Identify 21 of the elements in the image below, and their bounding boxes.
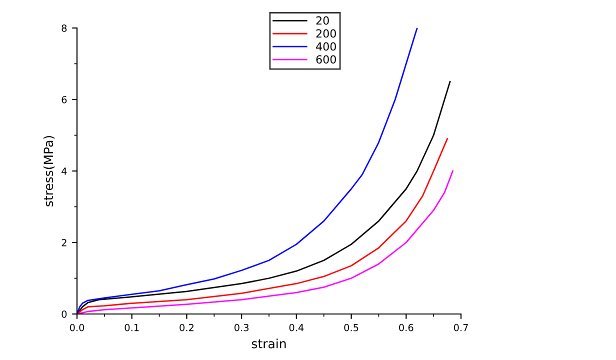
x-tick-label: 0.0 xyxy=(70,324,84,332)
y-tick-label: 8 xyxy=(62,24,67,32)
y-tick-label: 4 xyxy=(62,168,67,175)
x-tick-label: 0.6 xyxy=(399,324,414,332)
legend-label: 20 xyxy=(316,16,329,25)
line-series xyxy=(77,138,448,314)
x-axis-title: strain xyxy=(252,338,286,348)
legend-label: 200 xyxy=(316,29,336,38)
x-tick-label: 0.5 xyxy=(344,324,358,332)
x-tick-label: 0.1 xyxy=(124,324,139,332)
y-tick-label: 2 xyxy=(62,238,66,246)
x-tick-label: 0.7 xyxy=(454,324,468,332)
legend-label: 400 xyxy=(316,42,336,51)
x-tick-label: 0.4 xyxy=(289,324,304,332)
x-tick-label: 0.2 xyxy=(180,324,194,332)
legend-label: 600 xyxy=(316,55,336,64)
y-axis-title: stress(MPa) xyxy=(43,136,55,206)
x-tick-label: 0.3 xyxy=(234,324,249,332)
line-series xyxy=(77,170,454,314)
y-tick-label: 6 xyxy=(62,96,67,104)
y-tick-label: 0 xyxy=(62,310,67,318)
